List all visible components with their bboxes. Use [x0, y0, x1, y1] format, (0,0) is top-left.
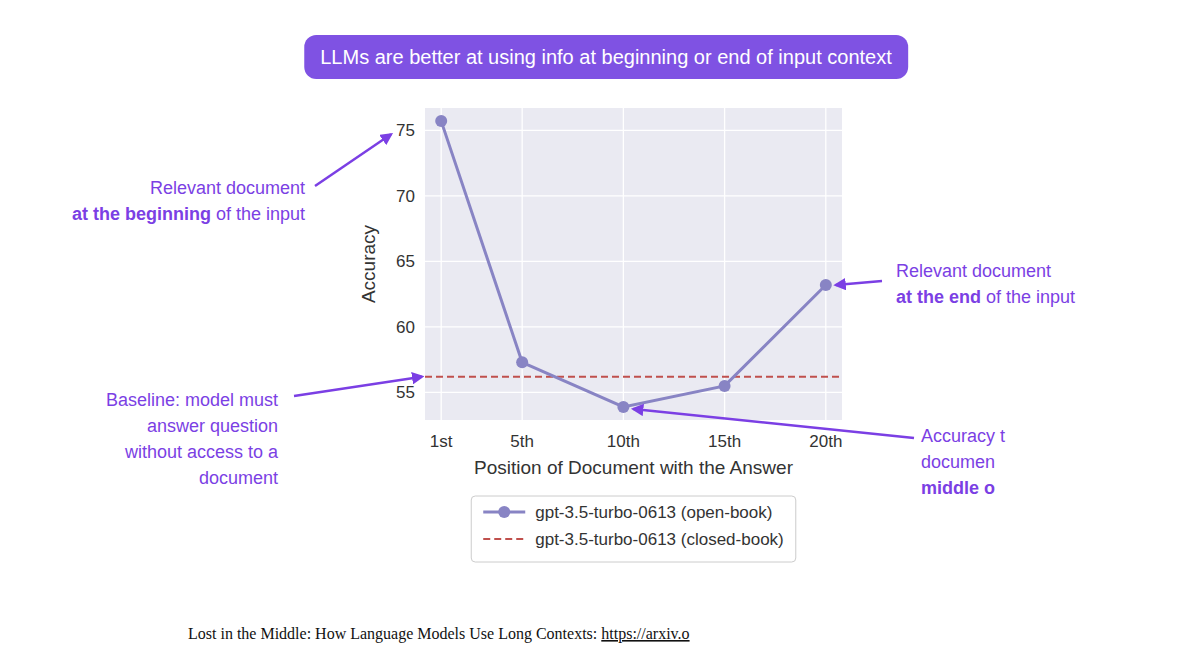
chart-canvas: LLMs are better at using info at beginni… [0, 0, 1201, 663]
annotation-line: Relevant document [896, 261, 1051, 281]
annotation-text: Relevant document [150, 178, 305, 198]
annotation-line: without access to a [124, 442, 279, 462]
annotation-arrow [315, 134, 391, 186]
series-line [425, 376, 842, 378]
annotation-line: Baseline: model must [106, 390, 278, 410]
x-axis-title: Position of Document with the Answer [474, 457, 794, 478]
x-tick-label: 10th [607, 432, 640, 451]
y-axis-title: Accuracy [358, 224, 379, 303]
x-tick-label: 20th [809, 432, 842, 451]
source-text: Lost in the Middle: How Language Models … [188, 625, 601, 643]
annotation-text: at the end [896, 287, 981, 307]
annotation-text: middle o [921, 478, 995, 498]
annotation-line: answer question [147, 416, 278, 436]
source-link: https://arxiv.o [601, 625, 689, 643]
y-tick-label: 70 [396, 187, 415, 206]
annotation-line: at the beginning of the input [72, 204, 305, 224]
annotation-text: answer question [147, 416, 278, 436]
series-group [425, 115, 842, 413]
y-tick-label: 75 [396, 121, 415, 140]
annotation-line: Accuracy t [921, 426, 1005, 446]
legend: gpt-3.5-turbo-0613 (open-book) gpt-3.5-tu… [471, 496, 796, 562]
annotation-arrow [633, 409, 914, 438]
x-tick-label: 5th [510, 432, 534, 451]
x-grid-line [724, 108, 725, 420]
x-grid-line [825, 108, 826, 420]
y-grid-line [425, 392, 842, 393]
series-marker [719, 380, 731, 392]
series-line [441, 121, 826, 407]
annotation-line: documen [921, 452, 995, 472]
series-marker [617, 401, 629, 413]
x-grid-line [522, 108, 523, 420]
annotation-text: at the beginning [72, 204, 211, 224]
annotation-line: Relevant document [150, 178, 305, 198]
title: LLMs are better at using info at beginni… [320, 46, 892, 68]
annotation-line: at the end of the input [896, 287, 1075, 307]
annotation-arrow [294, 377, 422, 396]
grid [425, 108, 842, 420]
x-tick-label: 15th [708, 432, 741, 451]
source-note: Lost in the Middle: How Language Models … [188, 625, 690, 643]
annotation-line: middle o [921, 478, 995, 498]
y-tick-label: 55 [396, 383, 415, 402]
legend-marker [498, 506, 510, 518]
annotation-arrow [836, 281, 882, 285]
background [0, 0, 1201, 663]
annotation-text: without access to a [124, 442, 279, 462]
title-pill [304, 35, 908, 79]
plot-area [425, 108, 842, 420]
y-grid-line [425, 195, 842, 196]
legend-label: gpt-3.5-turbo-0613 (open-book) [535, 503, 772, 522]
legend-label: gpt-3.5-turbo-0613 (closed-book) [535, 530, 784, 549]
legend-box [471, 496, 796, 562]
annotation-line: document [199, 468, 278, 488]
y-grid-line [425, 326, 842, 327]
annotation-text: Baseline: model must [106, 390, 278, 410]
x-grid-line [441, 108, 442, 420]
y-tick-label: 60 [396, 318, 415, 337]
series-marker [820, 279, 832, 291]
x-grid-line [623, 108, 624, 420]
y-tick-label: 65 [396, 252, 415, 271]
legend-swatch [483, 538, 525, 540]
annotation-text: of the input [211, 204, 305, 224]
annotation-text: of the input [981, 287, 1075, 307]
annotation-text: document [199, 468, 278, 488]
y-grid-line [425, 130, 842, 131]
annotation-text: Relevant document [896, 261, 1051, 281]
x-tick-label: 1st [430, 432, 453, 451]
series-marker [435, 115, 447, 127]
annotation-text: documen [921, 452, 995, 472]
annotation-text: Accuracy t [921, 426, 1005, 446]
series-marker [516, 356, 528, 368]
